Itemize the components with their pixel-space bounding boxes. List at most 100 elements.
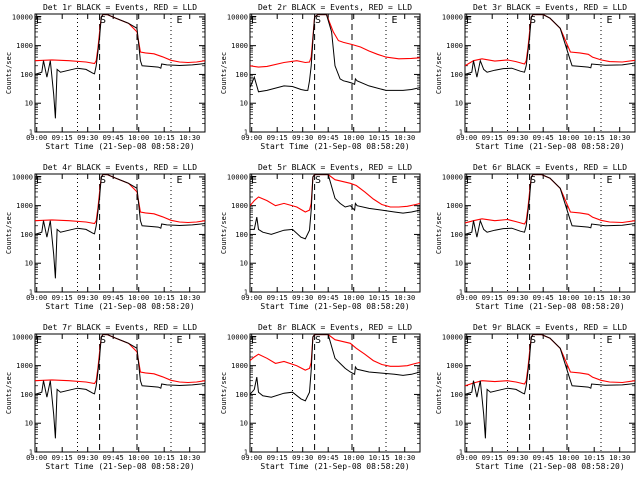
event-marker-E: E	[176, 175, 182, 186]
series-group	[465, 14, 635, 78]
x-tick-label: 09:30	[292, 294, 313, 302]
x-tick-label: 09:30	[292, 454, 313, 462]
event-marker-S: S	[315, 175, 321, 186]
panel-title: Det 7r BLACK = Events, RED = LLD	[43, 323, 197, 332]
x-tick-label: 09:15	[482, 294, 503, 302]
x-tick-label: 10:30	[179, 294, 200, 302]
y-tick-label: 100	[235, 71, 248, 79]
series-group	[465, 174, 635, 238]
y-tick-label: 10	[25, 420, 33, 428]
x-tick-label: 09:45	[318, 454, 339, 462]
event-marker-S: S	[530, 15, 536, 26]
x-tick-label: 10:15	[584, 134, 605, 142]
x-tick-label: 10:30	[609, 454, 630, 462]
event-marker-E: E	[176, 335, 182, 346]
x-tick-label: 09:30	[77, 294, 98, 302]
x-tick-label: 10:00	[128, 454, 149, 462]
event-marker-S: S	[100, 175, 106, 186]
x-tick-label: 09:30	[77, 454, 98, 462]
y-tick-label: 10000	[12, 333, 33, 341]
x-tick-label: 09:15	[52, 294, 73, 302]
panel-6: Det 6r BLACK = Events, RED = LLD 1 10 100 10…	[435, 163, 636, 311]
x-tick-label: 10:30	[609, 134, 630, 142]
x-tick-label: 10:30	[394, 134, 415, 142]
panel-4: Det 4r BLACK = Events, RED = LLD 1 10 100 10…	[5, 163, 206, 311]
panel-title: Det 5r BLACK = Events, RED = LLD	[258, 163, 412, 172]
y-axis-label: Counts/sec	[220, 372, 228, 414]
y-axis-label: Counts/sec	[5, 372, 13, 414]
y-tick-label: 1000	[16, 202, 33, 210]
y-tick-label: 10000	[442, 173, 463, 181]
panel-2: Det 2r BLACK = Events, RED = LLD 1 10 100 10…	[220, 3, 421, 151]
events-series-line	[465, 14, 635, 78]
events-series-line	[250, 334, 420, 402]
x-tick-label: 10:30	[179, 134, 200, 142]
y-tick-label: 100	[20, 71, 33, 79]
y-tick-label: 10	[240, 420, 248, 428]
event-marker-E: E	[606, 175, 612, 186]
x-tick-label: 09:45	[318, 134, 339, 142]
x-tick-label: 10:00	[128, 294, 149, 302]
y-tick-label: 1	[459, 289, 463, 297]
panel-title: Det 4r BLACK = Events, RED = LLD	[43, 163, 197, 172]
panel-title: Det 3r BLACK = Events, RED = LLD	[473, 3, 627, 12]
series-group	[465, 334, 635, 439]
x-tick-label: 10:15	[369, 454, 390, 462]
plot-frame	[34, 173, 206, 293]
y-tick-label: 1000	[446, 202, 463, 210]
y-tick-label: 1	[29, 289, 33, 297]
y-tick-label: 1000	[231, 362, 248, 370]
start-marker-label: E	[466, 335, 472, 346]
x-tick-label: 09:00	[456, 134, 477, 142]
events-series-line	[465, 334, 635, 439]
x-tick-label: 09:30	[507, 294, 528, 302]
panel-5: Det 5r BLACK = Events, RED = LLD 1 10 100 10…	[220, 163, 421, 311]
x-tick-label: 09:15	[482, 454, 503, 462]
x-tick-label: 10:15	[154, 294, 175, 302]
start-marker-label: E	[36, 175, 42, 186]
events-series-line	[35, 334, 205, 439]
y-axis-label: Counts/sec	[435, 52, 443, 94]
x-tick-label: 10:15	[369, 294, 390, 302]
y-axis-label: Counts/sec	[5, 212, 13, 254]
y-tick-label: 1000	[446, 42, 463, 50]
x-tick-label: 10:15	[369, 134, 390, 142]
y-tick-label: 100	[20, 391, 33, 399]
x-tick-label: 10:00	[558, 294, 579, 302]
x-tick-label: 10:15	[584, 454, 605, 462]
y-tick-label: 1	[244, 449, 248, 457]
events-series-line	[250, 174, 420, 240]
x-tick-label: 10:15	[154, 134, 175, 142]
plot-frame	[249, 333, 421, 453]
x-tick-label: 09:00	[241, 454, 262, 462]
y-tick-label: 10	[240, 260, 248, 268]
x-tick-label: 09:45	[533, 454, 554, 462]
x-axis-label: Start Time (21-Sep-08 08:58:20)	[45, 142, 194, 151]
event-marker-S: S	[100, 15, 106, 26]
panel-8: Det 8r BLACK = Events, RED = LLD 1 10 100 10…	[220, 323, 421, 471]
y-axis-label: Counts/sec	[5, 52, 13, 94]
series-group	[250, 334, 420, 402]
y-tick-label: 1	[459, 129, 463, 137]
y-tick-label: 1	[29, 129, 33, 137]
x-tick-label: 09:00	[456, 454, 477, 462]
y-axis-label: Counts/sec	[435, 212, 443, 254]
x-tick-label: 09:15	[482, 134, 503, 142]
panel-3: Det 3r BLACK = Events, RED = LLD 1 10 100 10…	[435, 3, 636, 151]
y-tick-label: 10000	[12, 13, 33, 21]
x-axis-label: Start Time (21-Sep-08 08:58:20)	[260, 302, 409, 311]
panel-title: Det 1r BLACK = Events, RED = LLD	[43, 3, 197, 12]
y-tick-label: 100	[20, 231, 33, 239]
plot-frame	[464, 173, 636, 293]
x-tick-label: 10:00	[128, 134, 149, 142]
panel-9: Det 9r BLACK = Events, RED = LLD 1 10 100 10…	[435, 323, 636, 471]
x-tick-label: 10:00	[558, 454, 579, 462]
y-tick-label: 1	[244, 129, 248, 137]
series-group	[35, 174, 205, 279]
panel-1: Det 1r BLACK = Events, RED = LLD 1 10 100 10…	[5, 3, 206, 151]
series-group	[35, 334, 205, 439]
x-axis-label: Start Time (21-Sep-08 08:58:20)	[260, 142, 409, 151]
panel-title: Det 8r BLACK = Events, RED = LLD	[258, 323, 412, 332]
x-tick-label: 09:45	[103, 454, 124, 462]
